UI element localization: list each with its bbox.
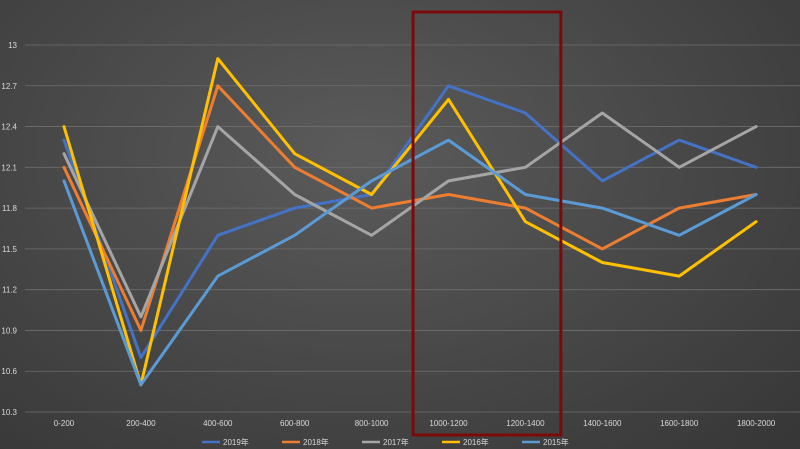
highlight-box [411, 10, 563, 437]
x-tick-label: 0-200 [54, 419, 75, 428]
y-tick-label: 10.3 [1, 408, 17, 417]
y-tick-label: 13 [8, 41, 17, 50]
y-tick-label: 12.4 [1, 123, 17, 132]
y-tick-label: 10.6 [1, 367, 17, 376]
series-line-2019年 [62, 84, 758, 360]
legend-label: 2019年 [223, 437, 249, 447]
series-line-2015年 [62, 138, 758, 387]
x-tick-label: 400-600 [203, 419, 233, 428]
x-tick-label: 600-800 [280, 419, 310, 428]
x-tick-label: 1000-1200 [429, 419, 468, 428]
x-tick-label: 200-400 [126, 419, 156, 428]
series-line-2016年 [62, 57, 758, 387]
y-axis-ticks: 10.3 10.6 10.9 11.2 11.5 11.8 12.1 12.4 12.7 13 [1, 41, 17, 417]
series-lines [62, 57, 758, 387]
y-tick-label: 12.1 [1, 163, 17, 172]
legend-label: 2017年 [383, 437, 409, 447]
legend: 2019年 2018年 2017年 2016年 2015年 [202, 437, 569, 447]
y-tick-label: 11.2 [2, 286, 18, 295]
series-line-2018年 [62, 84, 758, 332]
x-tick-label: 800-1000 [355, 419, 389, 428]
x-axis-ticks: 0-200 200-400 400-600 600-800 800-1000 1000-1… [54, 419, 776, 428]
x-tick-label: 1600-1800 [660, 419, 699, 428]
legend-label: 2016年 [463, 437, 489, 447]
y-tick-label: 11.5 [2, 245, 18, 254]
x-tick-label: 1200-1400 [506, 419, 545, 428]
legend-label: 2018年 [303, 437, 329, 447]
y-tick-label: 11.8 [2, 204, 18, 213]
annotations [411, 10, 563, 437]
series-line-2017年 [62, 111, 758, 319]
y-tick-label: 10.9 [1, 326, 17, 335]
legend-label: 2015年 [543, 437, 569, 447]
x-tick-label: 1400-1600 [583, 419, 622, 428]
x-tick-label: 1800-2000 [737, 419, 776, 428]
y-tick-label: 12.7 [1, 82, 17, 91]
